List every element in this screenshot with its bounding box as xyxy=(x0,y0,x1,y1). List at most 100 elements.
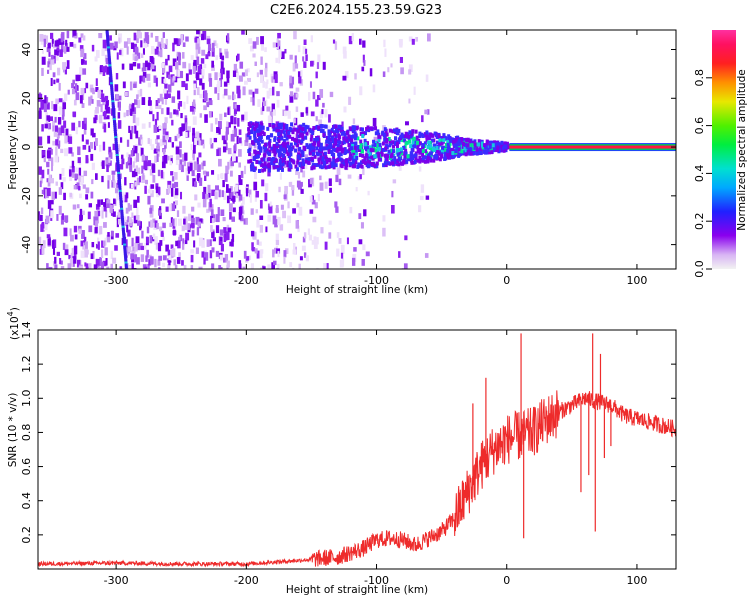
spectrogram-speckle xyxy=(213,137,218,143)
spectrogram-drift-cell xyxy=(114,142,118,146)
spectrogram-speckle xyxy=(251,247,256,252)
spectrogram-band-cell xyxy=(387,149,391,154)
spectrogram-band-cell xyxy=(257,168,261,173)
spectrogram-speckle xyxy=(295,106,299,112)
spectrogram-band-cell xyxy=(291,136,295,141)
spectrogram-band-cell xyxy=(443,135,447,140)
spectrogram-speckle xyxy=(132,103,135,112)
spectrogram-speckle xyxy=(353,247,357,252)
spectrogram-speckle xyxy=(125,162,129,169)
spectrogram-speckle xyxy=(156,193,160,198)
spectrogram-band-cell xyxy=(353,145,357,150)
spectrogram-speckle xyxy=(149,210,154,218)
spectrogram-band-cell xyxy=(351,125,355,130)
spectrogram-band-cell xyxy=(363,156,367,161)
spectrogram-band-cell xyxy=(381,147,385,152)
spectrogram-speckle xyxy=(315,99,319,107)
spectrogram-speckle xyxy=(200,139,205,146)
spectrogram-band-cell xyxy=(363,138,367,143)
spectrogram-band-cell xyxy=(278,159,282,164)
spectrogram-speckle xyxy=(40,101,44,110)
spectrogram-speckle xyxy=(136,52,141,59)
spectrogram-speckle xyxy=(169,222,173,228)
spectrogram-speckle xyxy=(106,66,110,75)
spectrogram-speckle xyxy=(124,194,128,203)
spectrogram-speckle xyxy=(58,205,62,215)
spectrogram-band-cell xyxy=(374,126,378,131)
spectrogram-speckle xyxy=(259,249,263,259)
spectrogram-speckle xyxy=(92,132,96,138)
spectrogram-speckle xyxy=(143,160,148,170)
spectrogram-speckle xyxy=(53,131,58,137)
spectrogram-speckle xyxy=(65,128,69,138)
spectrogram-speckle xyxy=(85,263,89,269)
spectrogram-speckle xyxy=(165,131,169,136)
spectrogram-drift-cell xyxy=(114,144,118,148)
spectrogram-band-cell xyxy=(336,143,340,148)
spectrogram-speckle xyxy=(204,175,207,181)
spectrogram-speckle xyxy=(138,176,141,183)
spectrogram-band-cell xyxy=(397,162,401,167)
spectrogram-speckle xyxy=(56,251,61,256)
spectrogram-drift-cell xyxy=(107,50,111,54)
spectrogram-speckle xyxy=(46,69,50,74)
spectrogram-speckle xyxy=(158,255,163,261)
spectrogram-band-cell xyxy=(413,159,417,164)
spectrogram-speckle xyxy=(104,46,108,52)
spectrogram-band-cell xyxy=(356,136,360,141)
spectrogram-speckle xyxy=(147,82,152,88)
spectrogram-speckle xyxy=(127,37,131,44)
spectrogram-band-cell xyxy=(261,130,265,135)
spectrogram-speckle xyxy=(223,233,227,243)
spectrogram-speckle xyxy=(211,247,215,253)
spectrogram-band-cell xyxy=(443,153,447,158)
spectrogram-band-cell xyxy=(415,135,419,140)
spectrogram-speckle xyxy=(186,173,189,181)
spectrogram-band-cell xyxy=(262,153,266,158)
spectrogram-drift-cell xyxy=(115,151,119,155)
spectrogram-speckle xyxy=(203,63,207,69)
spectrogram-speckle xyxy=(255,190,260,198)
spectrogram-speckle xyxy=(254,195,257,202)
spectrogram-speckle xyxy=(130,183,134,189)
spectrogram-speckle xyxy=(268,87,273,96)
spectrogram-speckle xyxy=(88,145,91,153)
spectrogram-speckle xyxy=(382,215,386,222)
spectrogram-speckle xyxy=(198,237,203,247)
spectrogram-speckle xyxy=(193,83,196,91)
spectrogram-band-cell xyxy=(282,147,286,152)
spectrogram-speckle xyxy=(171,119,174,126)
spectrogram-band-cell xyxy=(297,139,301,144)
spectrogram-speckle xyxy=(317,193,321,202)
spectrogram-band-cell xyxy=(371,148,375,153)
spectrogram-speckle xyxy=(264,47,267,53)
spectrogram-speckle xyxy=(97,237,100,245)
spectrogram-band-cell xyxy=(259,127,263,132)
spectrogram-speckle xyxy=(240,141,243,146)
spectrogram-speckle xyxy=(58,82,61,91)
spectrogram-speckle xyxy=(102,141,106,151)
spectrogram-speckle xyxy=(155,77,158,87)
spectrogram-band-cell xyxy=(384,160,388,165)
spectrogram-speckle xyxy=(95,258,100,266)
spectrogram-speckle xyxy=(291,76,295,85)
spectrogram-speckle xyxy=(195,43,200,50)
spectrogram-band-cell xyxy=(426,145,430,150)
spectrogram-speckle xyxy=(117,212,121,218)
snr-y-axis-label: SNR (10 * v/v) xyxy=(7,393,19,468)
spectrogram-speckle xyxy=(60,40,65,45)
spectrogram-speckle xyxy=(139,134,143,140)
spectrogram-band-cell xyxy=(435,153,439,158)
spectrogram-speckle xyxy=(65,46,70,52)
spectrogram-band-cell xyxy=(314,163,318,168)
spectrogram-band-cell xyxy=(260,157,264,162)
spectrogram-band-cell xyxy=(391,140,395,145)
spectrogram-speckle xyxy=(81,102,85,108)
spectrogram-drift-cell xyxy=(123,245,127,249)
spectrogram-band-cell xyxy=(332,152,336,157)
spectrogram-band-cell xyxy=(490,150,494,155)
spectrogram-speckle xyxy=(158,124,162,129)
spectrogram-speckle xyxy=(55,139,59,146)
spectrogram-speckle xyxy=(85,155,89,164)
spectrogram-speckle xyxy=(83,117,87,124)
